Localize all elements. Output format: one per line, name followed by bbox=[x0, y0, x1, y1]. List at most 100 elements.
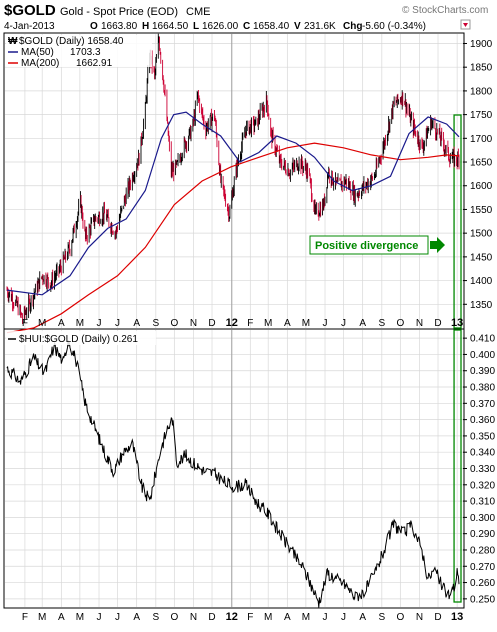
price-x-axis: F M A M J J A S O N D 12 F M A M J J A S O N D 13 bbox=[22, 317, 463, 329]
y-tick-label: 1550 bbox=[470, 205, 493, 216]
divergence-box-price bbox=[453, 114, 462, 329]
x-tick-label: S bbox=[152, 318, 159, 329]
x-tick-label: A bbox=[58, 612, 65, 623]
x-tick-label: M bbox=[76, 612, 84, 623]
legend-price-title: $GOLD (Daily) 1658.40 bbox=[19, 36, 124, 47]
ratio-legend: $HUI:$GOLD (Daily) 0.261 bbox=[6, 331, 156, 345]
exchange-label: CME bbox=[186, 6, 210, 18]
legend-ma200-value: 1662.91 bbox=[76, 58, 113, 69]
x-tick-label: A bbox=[284, 318, 291, 329]
y-tick-label: 0.280 bbox=[470, 545, 495, 556]
legend-ma50-name: MA(50) bbox=[21, 47, 54, 58]
annotation-text: Positive divergence bbox=[315, 240, 418, 252]
instrument-name: Gold - Spot Price (EOD) bbox=[60, 6, 178, 18]
x-tick-label: S bbox=[152, 612, 159, 623]
divergence-box-ratio bbox=[453, 329, 462, 603]
y-tick-label: 0.320 bbox=[470, 480, 495, 491]
x-tick-label: F bbox=[22, 612, 28, 623]
y-tick-label: 1500 bbox=[470, 229, 493, 240]
x-tick-label: M bbox=[38, 318, 46, 329]
y-tick-label: 0.400 bbox=[470, 350, 495, 361]
y-tick-label: 1400 bbox=[470, 276, 493, 287]
close-value: 1658.40 bbox=[253, 21, 290, 32]
y-tick-label: 0.340 bbox=[470, 448, 495, 459]
quote-line: O 1663.80 H 1664.50 L 1626.00 C 1658.40 … bbox=[90, 21, 426, 32]
y-tick-label: 1350 bbox=[470, 300, 493, 311]
positive-divergence-annotation: Positive divergence bbox=[309, 235, 445, 255]
y-tick-label: 1450 bbox=[470, 252, 493, 263]
price-legend: ₩ $GOLD (Daily) 1658.40 MA(50) 1703.3 MA… bbox=[6, 35, 152, 69]
x-tick-label: O bbox=[396, 318, 404, 329]
x-tick-label: A bbox=[359, 612, 366, 623]
x-tick-label: 12 bbox=[226, 317, 238, 329]
x-tick-label: 12 bbox=[226, 611, 238, 623]
x-tick-label: D bbox=[208, 318, 215, 329]
hui-gold-ratio-line bbox=[6, 339, 460, 608]
x-tick-label: D bbox=[434, 318, 441, 329]
y-tick-label: 1800 bbox=[470, 86, 493, 97]
legend-ma50-value: 1703.3 bbox=[70, 47, 101, 58]
x-tick-label: A bbox=[133, 318, 140, 329]
x-tick-label: M bbox=[264, 612, 272, 623]
x-tick-label: J bbox=[115, 612, 120, 623]
y-tick-label: 1600 bbox=[470, 181, 493, 192]
x-tick-label: N bbox=[190, 318, 197, 329]
x-tick-label: M bbox=[302, 318, 310, 329]
y-tick-label: 1700 bbox=[470, 134, 493, 145]
x-tick-label: J bbox=[115, 318, 120, 329]
y-tick-label: 0.330 bbox=[470, 464, 495, 475]
price-panel-grid bbox=[5, 34, 463, 328]
y-tick-label: 0.360 bbox=[470, 415, 495, 426]
price-y-axis: 1350 1400 1450 1500 1550 1600 1650 1700 1750 1800… bbox=[463, 39, 493, 311]
watermark-logo: © StockCharts.com bbox=[402, 5, 488, 16]
x-tick-label: 13 bbox=[451, 317, 463, 329]
ratio-x-axis: F M A M J J A S O N D 12 F M A M J J A S O N D 13 bbox=[22, 611, 463, 623]
x-tick-label: D bbox=[208, 612, 215, 623]
y-tick-label: 0.290 bbox=[470, 529, 495, 540]
scroll-down-icon[interactable] bbox=[460, 19, 471, 30]
y-tick-label: 0.410 bbox=[470, 334, 495, 345]
x-tick-label: N bbox=[416, 318, 423, 329]
x-tick-label: M bbox=[264, 318, 272, 329]
close-label: C bbox=[243, 21, 250, 32]
y-tick-label: 1900 bbox=[470, 39, 493, 50]
x-tick-label: A bbox=[359, 318, 366, 329]
x-tick-label: F bbox=[247, 612, 253, 623]
y-tick-label: 1750 bbox=[470, 110, 493, 121]
x-tick-label: M bbox=[76, 318, 84, 329]
x-tick-label: O bbox=[396, 612, 404, 623]
legend-ma200-name: MA(200) bbox=[21, 58, 59, 69]
y-tick-label: 0.390 bbox=[470, 366, 495, 377]
ma50-line bbox=[6, 111, 460, 296]
y-tick-label: 1850 bbox=[470, 63, 493, 74]
volume-value: 231.6K bbox=[304, 21, 336, 32]
quote-date: 4-Jan-2013 bbox=[4, 21, 55, 32]
y-tick-label: 0.310 bbox=[470, 497, 495, 508]
ma200-line bbox=[6, 142, 460, 334]
x-tick-label: S bbox=[378, 612, 385, 623]
x-tick-label: J bbox=[341, 318, 346, 329]
legend-price-icon: ₩ bbox=[8, 36, 18, 47]
y-tick-label: 0.370 bbox=[470, 399, 495, 410]
high-label: H bbox=[142, 21, 149, 32]
y-tick-label: 0.380 bbox=[470, 383, 495, 394]
x-tick-label: J bbox=[97, 318, 102, 329]
x-tick-label: J bbox=[323, 612, 328, 623]
y-tick-label: 0.350 bbox=[470, 431, 495, 442]
x-tick-label: M bbox=[38, 612, 46, 623]
x-tick-label: A bbox=[58, 318, 65, 329]
x-tick-label: A bbox=[133, 612, 140, 623]
x-tick-label: M bbox=[302, 612, 310, 623]
change-label: Chg bbox=[343, 21, 362, 32]
low-value: 1626.00 bbox=[202, 21, 239, 32]
open-value: 1663.80 bbox=[101, 21, 138, 32]
legend-ratio-title: $HUI:$GOLD (Daily) 0.261 bbox=[19, 334, 138, 345]
symbol-title: $GOLD bbox=[4, 2, 56, 19]
gold-price-bars bbox=[6, 33, 460, 324]
x-tick-label: O bbox=[170, 318, 178, 329]
low-label: L bbox=[193, 21, 199, 32]
high-value: 1664.50 bbox=[152, 21, 189, 32]
x-tick-label: O bbox=[170, 612, 178, 623]
x-tick-label: F bbox=[247, 318, 253, 329]
